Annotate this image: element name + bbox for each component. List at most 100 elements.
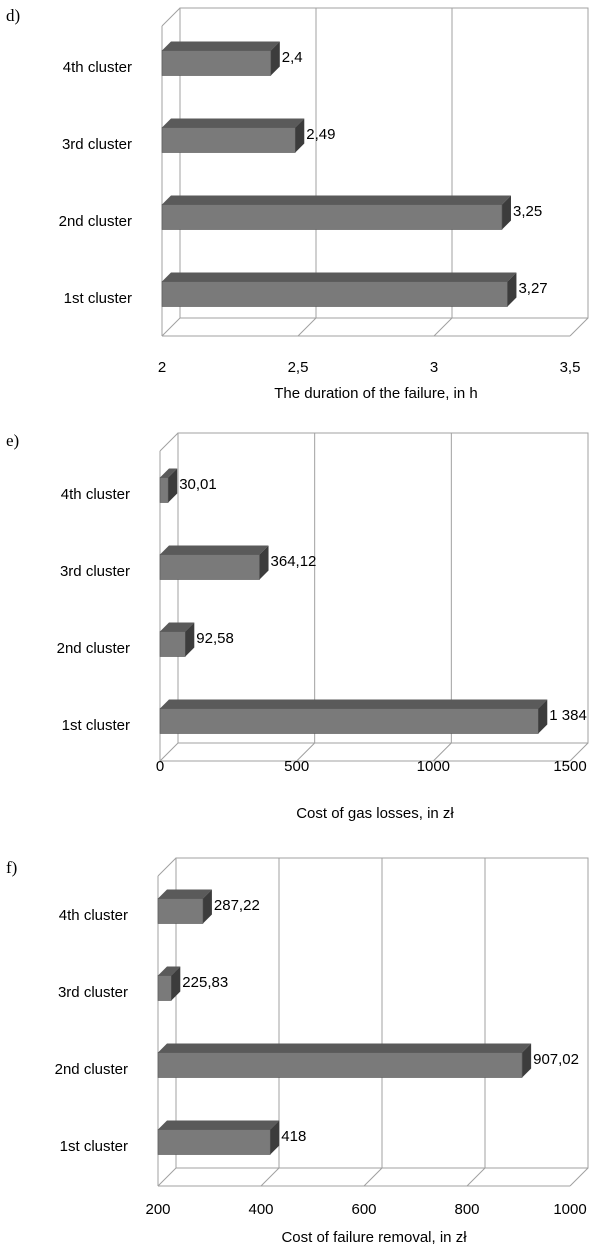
category-label: 1st cluster bbox=[60, 1138, 128, 1155]
x-tick-label: 0 bbox=[156, 758, 164, 775]
bar-top bbox=[158, 1043, 532, 1053]
bar-side bbox=[202, 889, 212, 924]
bar-side bbox=[522, 1043, 532, 1078]
panel-label: d) bbox=[6, 6, 21, 25]
panel-label: f) bbox=[6, 858, 18, 877]
bar-top bbox=[162, 272, 517, 282]
floor-gridline bbox=[297, 317, 317, 337]
panel-label: e) bbox=[6, 431, 20, 450]
bar bbox=[161, 281, 508, 307]
category-label: 2nd cluster bbox=[57, 640, 130, 657]
bar-side bbox=[270, 1120, 280, 1155]
data-label: 907,02 bbox=[533, 1051, 579, 1068]
bar bbox=[161, 204, 503, 230]
bar bbox=[157, 898, 204, 924]
bar-side bbox=[507, 272, 517, 307]
floor-gridline bbox=[157, 1167, 177, 1187]
data-label: 2,4 bbox=[282, 49, 303, 66]
x-tick-label: 3 bbox=[430, 359, 438, 376]
bar bbox=[159, 554, 260, 580]
chart-panel-e: e) 0 500 1000 1500 30,01 4th cluster 364,12 3rd… bbox=[0, 425, 598, 830]
x-tick-label: 500 bbox=[284, 758, 309, 775]
x-tick-label: 600 bbox=[351, 1201, 376, 1218]
side-wall-top-edge bbox=[161, 7, 181, 27]
category-label: 4th cluster bbox=[63, 59, 132, 76]
x-axis-title: The duration of the failure, in h bbox=[274, 385, 477, 402]
data-label: 3,27 bbox=[518, 280, 547, 297]
back-wall bbox=[177, 432, 589, 744]
floor-gridline bbox=[161, 317, 181, 337]
floor-gridline bbox=[296, 742, 316, 762]
data-label: 30,01 bbox=[179, 476, 217, 493]
chart-panel-d: d) 2 2,5 3 3,5 2,4 4th cluster 2,49 3rd cluster… bbox=[0, 0, 598, 405]
data-label: 1 384 bbox=[549, 707, 587, 724]
bar-top bbox=[162, 118, 305, 128]
bar bbox=[159, 708, 539, 734]
bar bbox=[157, 975, 172, 1001]
x-tick-label: 2 bbox=[158, 359, 166, 376]
x-tick-label: 2,5 bbox=[288, 359, 309, 376]
floor-gridline bbox=[432, 742, 452, 762]
bar-top bbox=[160, 468, 178, 478]
category-label: 1st cluster bbox=[64, 290, 132, 307]
category-label: 2nd cluster bbox=[59, 213, 132, 230]
category-label: 4th cluster bbox=[61, 486, 130, 503]
data-label: 364,12 bbox=[271, 553, 317, 570]
category-label: 2nd cluster bbox=[55, 1061, 128, 1078]
chart-f: 200 400 600 800 1000 287,22 4th cluster 225,83 3… bbox=[55, 857, 589, 1246]
floor-gridline bbox=[569, 742, 589, 762]
bar bbox=[157, 1052, 523, 1078]
bar bbox=[161, 127, 296, 153]
floor-gridline bbox=[569, 317, 589, 337]
category-label: 3rd cluster bbox=[62, 136, 132, 153]
floor-gridline bbox=[466, 1167, 486, 1187]
x-tick-label: 400 bbox=[248, 1201, 273, 1218]
data-label: 3,25 bbox=[513, 203, 542, 220]
bar-side bbox=[538, 699, 548, 734]
category-label: 4th cluster bbox=[59, 907, 128, 924]
bar-side bbox=[502, 195, 511, 230]
x-tick-label: 1000 bbox=[553, 1201, 586, 1218]
floor-gridline bbox=[433, 317, 453, 337]
data-label: 287,22 bbox=[214, 897, 260, 914]
side-wall-top-edge bbox=[157, 857, 177, 877]
bar-side bbox=[185, 622, 195, 657]
chart-e: 0 500 1000 1500 30,01 4th cluster 364,12 3rd cl… bbox=[57, 432, 589, 822]
bar bbox=[157, 1129, 271, 1155]
category-label: 3rd cluster bbox=[58, 984, 128, 1001]
bar bbox=[161, 50, 272, 76]
bar-top bbox=[162, 41, 280, 51]
bar-top bbox=[160, 545, 269, 555]
floor-gridline bbox=[159, 742, 179, 762]
bar-side bbox=[295, 118, 305, 153]
x-axis-title: Cost of gas losses, in zł bbox=[296, 805, 454, 822]
x-tick-label: 1000 bbox=[417, 758, 450, 775]
side-wall-top-edge bbox=[159, 432, 179, 452]
bar-top bbox=[162, 195, 511, 205]
bar-side bbox=[270, 41, 280, 76]
category-label: 3rd cluster bbox=[60, 563, 130, 580]
x-tick-label: 200 bbox=[145, 1201, 170, 1218]
floor-gridline bbox=[260, 1167, 280, 1187]
category-label: 1st cluster bbox=[62, 717, 130, 734]
floor-gridline bbox=[363, 1167, 383, 1187]
floor-gridline bbox=[569, 1167, 589, 1187]
data-label: 92,58 bbox=[196, 630, 234, 647]
data-label: 225,83 bbox=[182, 974, 228, 991]
x-axis-title: Cost of failure removal, in zł bbox=[281, 1229, 467, 1246]
data-label: 2,49 bbox=[306, 126, 335, 143]
bar bbox=[159, 631, 186, 657]
bar-top bbox=[160, 622, 195, 632]
bar-top bbox=[158, 966, 181, 976]
data-label: 418 bbox=[281, 1128, 306, 1145]
bar-side bbox=[171, 966, 181, 1001]
chart-d: 2 2,5 3 3,5 2,4 4th cluster 2,49 3rd cluster 3,2… bbox=[59, 7, 589, 402]
bar-top bbox=[158, 1120, 280, 1130]
bar-side bbox=[259, 545, 269, 580]
x-tick-label: 1500 bbox=[553, 758, 586, 775]
x-tick-label: 800 bbox=[454, 1201, 479, 1218]
bar-side bbox=[168, 468, 178, 503]
bar-top bbox=[160, 699, 548, 709]
bar bbox=[159, 477, 169, 503]
bar-top bbox=[158, 889, 212, 899]
